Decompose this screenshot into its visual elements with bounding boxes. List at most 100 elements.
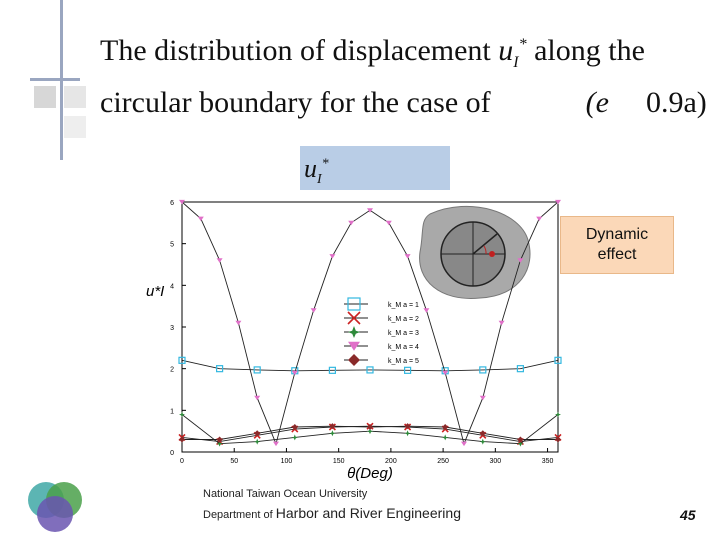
decor-square — [34, 86, 56, 108]
x-tick-label: 100 — [281, 458, 293, 465]
data-point — [216, 365, 224, 373]
data-point — [516, 365, 525, 373]
data-point — [179, 199, 185, 205]
data-point — [366, 366, 374, 374]
x-tick-label: 300 — [489, 458, 501, 465]
geometry-inset — [419, 206, 531, 299]
legend-label: k_M a = 1 — [388, 302, 419, 309]
data-point — [404, 254, 411, 259]
x-tick-label: 50 — [230, 458, 238, 465]
data-point — [291, 370, 298, 376]
data-point — [479, 395, 486, 401]
title-text: circular boundary for the case of — [100, 86, 491, 119]
y-tick-label: 2 — [170, 367, 174, 374]
dynamic-label-line2: effect — [597, 246, 637, 263]
x-tick-label: 200 — [385, 458, 397, 465]
data-point — [216, 440, 223, 447]
data-point — [254, 438, 261, 445]
data-point — [404, 423, 411, 430]
data-point — [216, 258, 223, 263]
data-point — [348, 220, 355, 226]
y-tick-label: 4 — [170, 283, 174, 290]
data-point — [273, 441, 279, 447]
legend-marker — [348, 354, 360, 366]
legend-marker — [347, 297, 361, 311]
decor-square — [64, 116, 86, 138]
data-point — [254, 395, 261, 401]
data-point — [254, 430, 261, 437]
y-tick-label: 1 — [170, 408, 174, 415]
data-point — [291, 424, 298, 430]
data-point — [367, 428, 373, 435]
data-point — [423, 308, 430, 313]
x-tick-label: 250 — [437, 458, 449, 465]
x-tick-label: 350 — [542, 458, 554, 465]
angle-arc — [483, 245, 487, 255]
data-point — [442, 434, 449, 441]
footer-university: National Taiwan Ocean University — [203, 488, 368, 500]
y-tick-label: 5 — [170, 242, 174, 249]
university-logo — [28, 482, 82, 532]
data-point — [178, 356, 186, 364]
dynamic-label-line1: Dynamic — [585, 226, 649, 243]
data-point — [235, 320, 242, 326]
decor-horizontal-line — [30, 78, 80, 81]
data-point — [179, 436, 185, 443]
data-point — [517, 436, 524, 443]
title-text: The distribution of displacement — [100, 34, 491, 67]
data-point — [442, 424, 449, 430]
y-tick-label: 3 — [170, 325, 174, 332]
data-point — [328, 366, 336, 374]
legend-label: k_M a = 5 — [388, 358, 419, 365]
legend-label: k_M a = 3 — [388, 330, 419, 337]
eccentric-point — [489, 251, 495, 257]
legend-marker — [347, 311, 361, 325]
title-val: 0.9a) — [645, 86, 707, 119]
data-point — [479, 430, 486, 437]
slide-title-line1: The distribution of displacement uI* alo… — [100, 34, 645, 72]
data-point — [179, 411, 185, 418]
title-text: along the — [534, 34, 645, 67]
data-point — [329, 430, 336, 437]
data-point — [555, 199, 561, 205]
legend-marker — [348, 341, 360, 351]
legend-label: k_M a = 2 — [388, 316, 419, 323]
x-axis-label: θ(Deg) — [347, 465, 393, 482]
radius-arrow — [472, 233, 498, 255]
page-number: 45 — [680, 507, 696, 523]
data-point — [498, 320, 505, 326]
data-point — [536, 216, 543, 222]
title-eq: (e — [585, 86, 609, 119]
data-point — [517, 440, 524, 447]
data-point — [479, 366, 487, 374]
data-point — [216, 436, 223, 443]
data-point — [461, 441, 467, 447]
legend-label: k_M a = 4 — [388, 344, 419, 351]
y-tick-label: 0 — [170, 450, 174, 457]
data-point — [442, 370, 449, 376]
data-point — [517, 258, 524, 263]
formula-box — [300, 146, 450, 190]
data-point — [367, 208, 373, 213]
data-point — [291, 434, 298, 441]
data-point — [404, 366, 412, 374]
legend-marker — [348, 326, 360, 338]
footer-department: Department of Harbor and River Engineeri… — [203, 505, 461, 521]
data-point — [310, 308, 317, 313]
decor-square — [64, 86, 86, 108]
data-point — [329, 423, 336, 430]
data-point — [404, 430, 411, 437]
data-point — [329, 254, 336, 259]
slide-title-line2: circular boundary for the case of (e 0.9… — [100, 86, 707, 120]
data-point — [385, 220, 392, 226]
title-symbol: uI* — [498, 34, 527, 71]
x-tick-label: 150 — [333, 458, 345, 465]
series-line-1 — [181, 359, 559, 372]
data-point — [253, 366, 261, 374]
data-point — [555, 411, 561, 418]
data-point — [554, 356, 562, 364]
y-tick-label: 6 — [170, 200, 174, 207]
y-axis-label: u*I — [146, 283, 164, 300]
